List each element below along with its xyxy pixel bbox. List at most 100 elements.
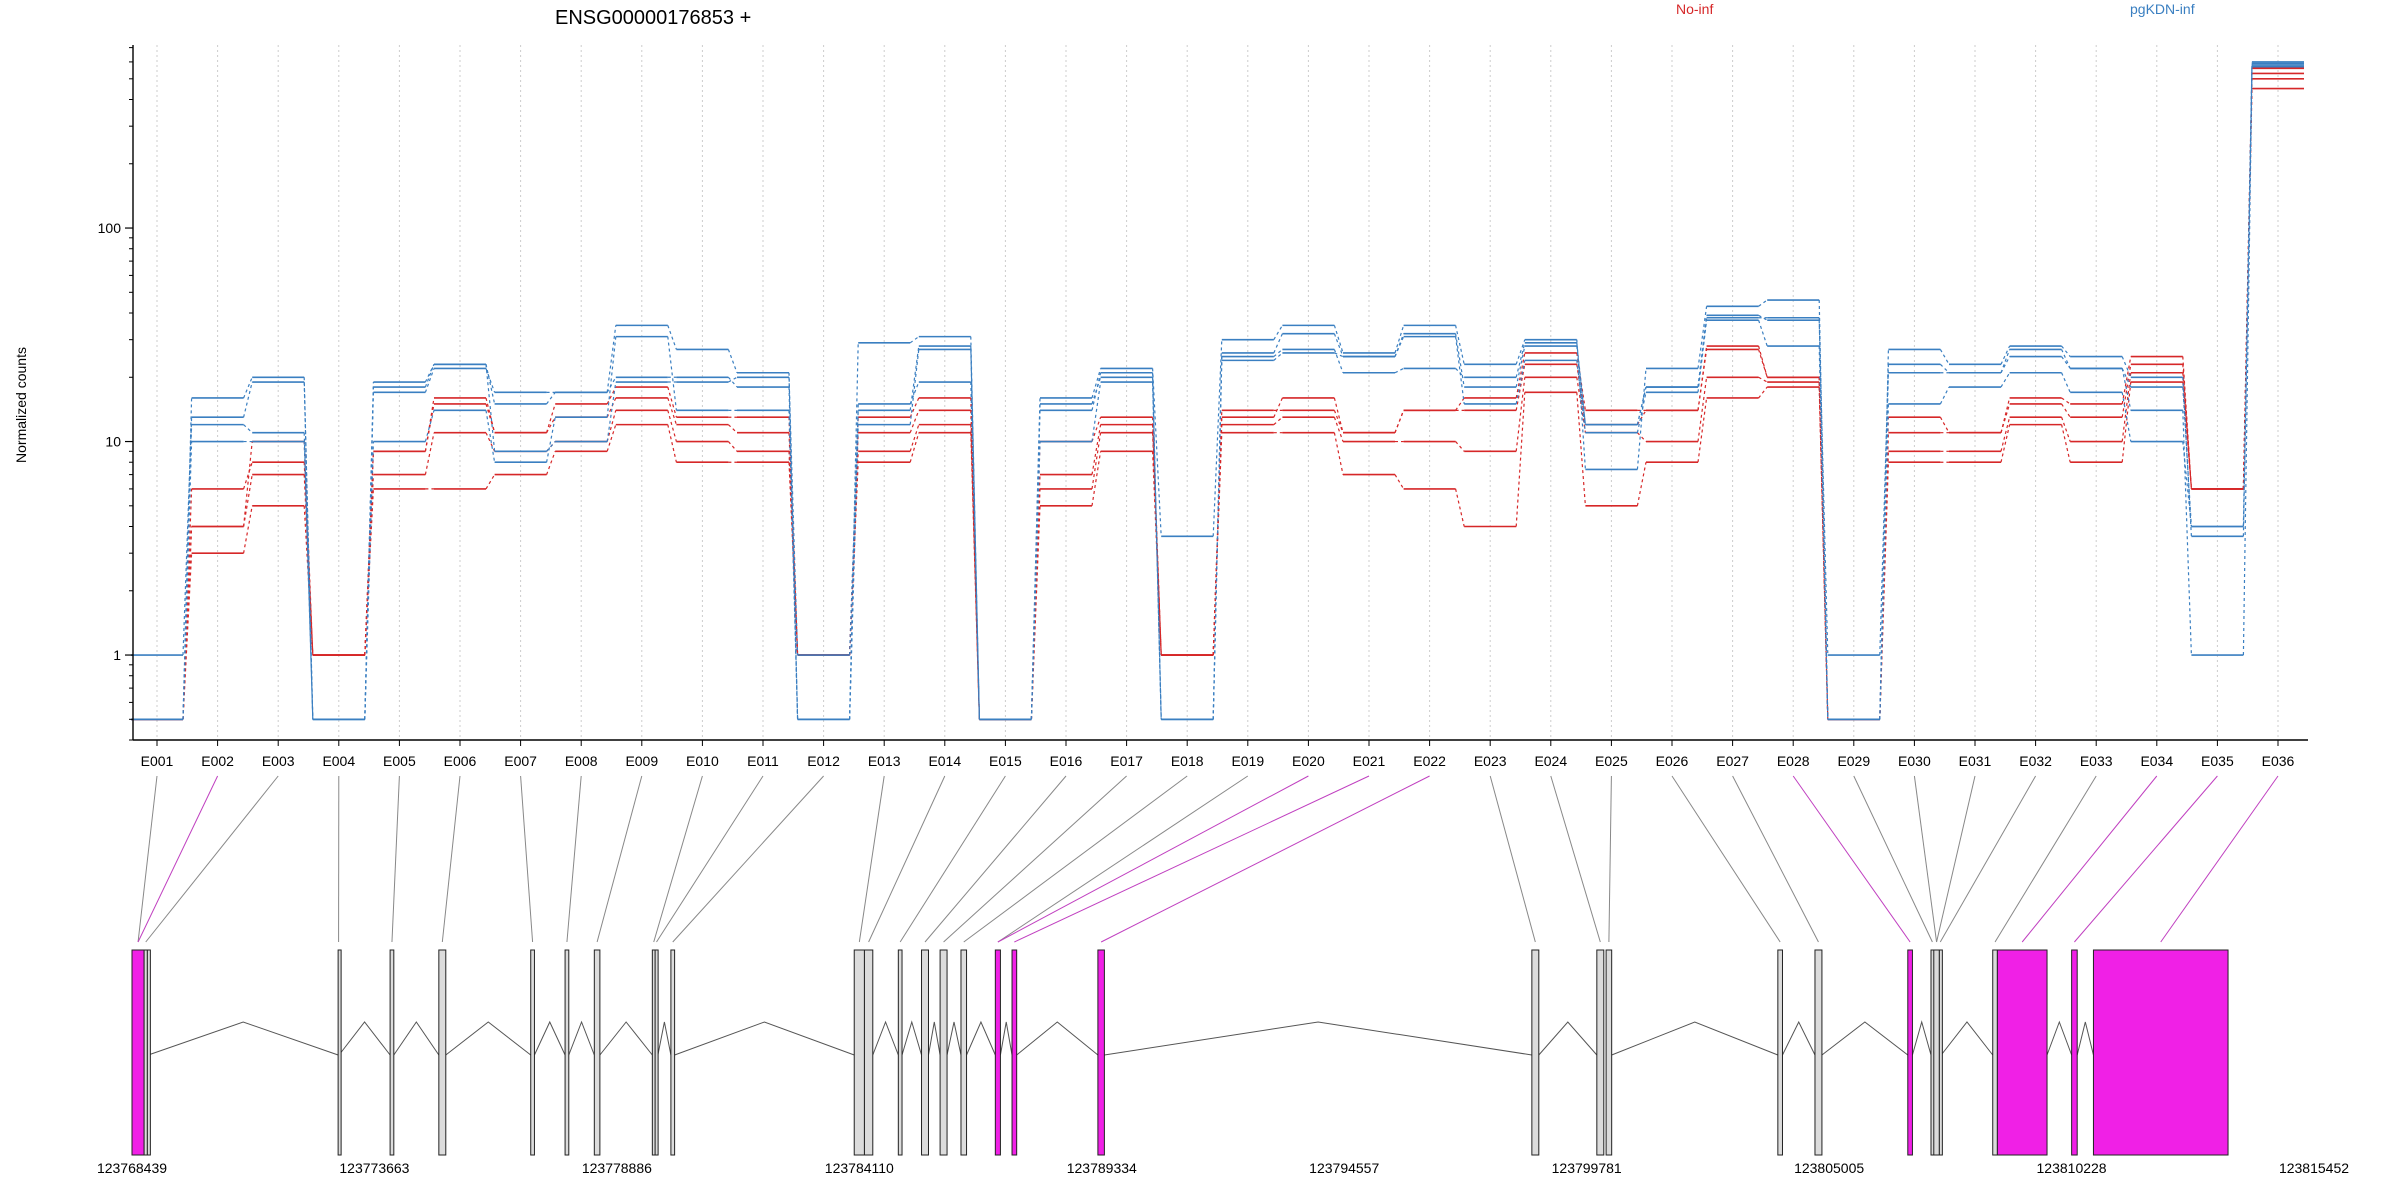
connector-e020 xyxy=(1333,333,1344,357)
exon-box-1 xyxy=(131,949,145,1156)
connector-e029 xyxy=(1879,403,1889,720)
connector-e020 xyxy=(1333,432,1344,475)
connector-e015 xyxy=(1030,410,1041,720)
connector-e034 xyxy=(2182,441,2192,527)
connector-e006 xyxy=(485,403,496,433)
x-tick-label-e019: E019 xyxy=(1231,753,1264,769)
intron-line xyxy=(533,1020,566,1056)
series-1-sample-1 xyxy=(131,65,2304,721)
exon-box-6 xyxy=(438,949,447,1156)
connector-e031 xyxy=(2000,345,2011,365)
exon-box-3 xyxy=(146,949,151,1156)
x-tick-label-e002: E002 xyxy=(201,753,234,769)
series-1-sample-3 xyxy=(131,64,2304,721)
link-e016 xyxy=(924,775,1067,943)
gene-model xyxy=(131,949,2229,1156)
plot-axes: 1 10 100 xyxy=(98,45,2308,741)
intron-line xyxy=(674,1021,855,1056)
connector-e022 xyxy=(1455,488,1465,527)
connector-e030 xyxy=(1939,416,1950,433)
connector-e030 xyxy=(1939,349,1950,365)
x-tick-label-e003: E003 xyxy=(262,753,295,769)
connector-e012 xyxy=(849,424,859,720)
connector-e033 xyxy=(2121,356,2132,378)
link-e009 xyxy=(596,775,643,943)
connector-e031 xyxy=(2000,424,2011,463)
connector-e008 xyxy=(606,336,617,418)
connector-e010 xyxy=(727,376,738,388)
connector-e027 xyxy=(1758,314,1768,321)
connector-e010 xyxy=(727,349,738,373)
connector-e025 xyxy=(1636,368,1647,470)
intron-line xyxy=(338,1021,391,1056)
connector-e023 xyxy=(1515,360,1526,405)
connector-e026 xyxy=(1697,317,1708,388)
connector-e026 xyxy=(1697,345,1708,411)
connector-e016 xyxy=(1091,368,1102,399)
connector-e035 xyxy=(2242,63,2253,527)
connector-e017 xyxy=(1152,417,1162,656)
connector-e005 xyxy=(424,432,435,475)
y-axis-label: Normalized counts xyxy=(13,347,29,463)
intron-line xyxy=(1782,1020,1816,1056)
connector-e032 xyxy=(2061,403,2071,418)
connector-e023 xyxy=(1515,364,1526,411)
connector-e001 xyxy=(182,441,193,720)
x-tick-label-e020: E020 xyxy=(1292,753,1325,769)
connector-e019 xyxy=(1273,348,1283,358)
intron-line xyxy=(599,1021,653,1056)
connector-e017 xyxy=(1152,382,1162,720)
connector-e033 xyxy=(2121,356,2132,405)
connector-e008 xyxy=(606,386,617,405)
x-tick-label-e031: E031 xyxy=(1959,753,1992,769)
connector-e022 xyxy=(1455,397,1465,411)
connector-e006 xyxy=(485,410,496,463)
connector-e032 xyxy=(2061,424,2071,463)
link-e032 xyxy=(1939,775,2037,943)
connector-e018 xyxy=(1212,352,1223,720)
connector-e014 xyxy=(970,424,980,720)
exon-box-14 xyxy=(863,949,874,1156)
exon-box-12 xyxy=(670,949,676,1156)
exon-box-33 xyxy=(2071,949,2078,1156)
connector-e021 xyxy=(1394,333,1405,357)
connector-e020 xyxy=(1333,349,1344,373)
connector-e019 xyxy=(1273,325,1283,340)
connector-e026 xyxy=(1697,397,1708,463)
coord-label-8: 123805005 xyxy=(1794,1160,1864,1176)
link-e011 xyxy=(656,775,764,943)
x-tick-label-e024: E024 xyxy=(1534,753,1567,769)
connector-e007 xyxy=(546,417,556,463)
exon-box-4 xyxy=(337,949,342,1156)
connector-e005 xyxy=(424,368,435,393)
connector-e016 xyxy=(1091,417,1102,442)
x-tick-label-e029: E029 xyxy=(1837,753,1870,769)
connector-e022 xyxy=(1455,336,1465,405)
exon-box-31 xyxy=(1992,949,1998,1156)
connector-e004 xyxy=(364,387,374,720)
connector-e032 xyxy=(2061,372,2071,393)
connector-e013 xyxy=(909,336,920,344)
connector-e028 xyxy=(1818,346,1829,720)
connector-e010 xyxy=(728,376,738,383)
connector-e024 xyxy=(1576,342,1586,425)
connector-e026 xyxy=(1697,306,1708,369)
coord-label-1: 123768439 xyxy=(97,1160,167,1176)
x-tick-label-e001: E001 xyxy=(141,753,174,769)
connector-e034 xyxy=(2182,410,2192,656)
connector-e009 xyxy=(667,397,677,425)
connector-e001 xyxy=(182,553,193,720)
vertical-grid xyxy=(156,45,2279,740)
x-tick-label-e032: E032 xyxy=(2019,753,2052,769)
intron-line xyxy=(568,1020,595,1056)
x-tick-label-e030: E030 xyxy=(1898,753,1931,769)
exon-box-20 xyxy=(1011,949,1018,1156)
connector-e031 xyxy=(2000,417,2011,452)
connector-e006 xyxy=(485,364,496,405)
connector-e006 xyxy=(485,364,496,452)
connector-e008 xyxy=(606,410,617,442)
link-e001 xyxy=(137,775,158,943)
connector-e008 xyxy=(606,381,617,442)
connector-e026 xyxy=(1697,315,1708,388)
